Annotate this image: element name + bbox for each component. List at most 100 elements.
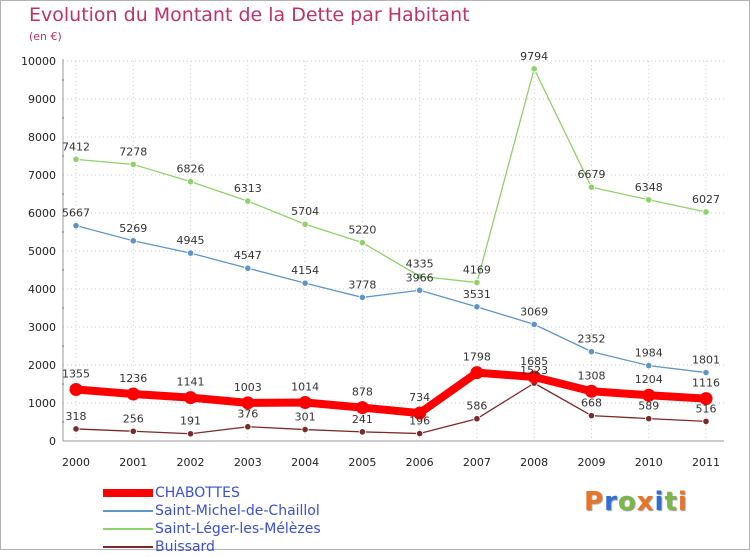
x-tick-label: 2007 [463, 456, 491, 469]
x-tick-label: 2008 [520, 456, 548, 469]
data-label: 4154 [291, 264, 319, 277]
data-point [473, 415, 481, 423]
data-label: 878 [352, 386, 373, 399]
data-label: 1003 [234, 381, 262, 394]
legend-item: CHABOTTES [103, 485, 403, 503]
data-label: 7278 [119, 145, 147, 158]
data-label: 6679 [577, 168, 605, 181]
data-label: 9794 [520, 50, 548, 63]
chart-subtitle: (en €) [29, 30, 62, 43]
chart-legend: CHABOTTES Saint-Michel-de-Chaillol Saint-L… [103, 485, 403, 557]
data-label: 6313 [234, 182, 262, 195]
data-label: 516 [696, 402, 717, 415]
logo-letter: t [664, 487, 678, 517]
data-point [355, 401, 369, 415]
y-tick-label: 10000 [21, 55, 56, 68]
x-tick-label: 2009 [577, 456, 605, 469]
data-label: 5220 [348, 224, 376, 237]
data-label: 3966 [406, 271, 434, 284]
logo-letter: o [617, 487, 637, 517]
legend-swatch [103, 546, 153, 548]
data-label: 1355 [62, 368, 90, 381]
y-tick-label: 9000 [28, 93, 56, 106]
legend-item: Saint-Léger-les-Mélèzes [103, 521, 403, 539]
legend-swatch [103, 510, 153, 512]
data-label: 301 [295, 411, 316, 424]
logo-letter: x [636, 487, 655, 517]
series-line [72, 368, 710, 418]
x-tick-label: 2010 [635, 456, 663, 469]
data-point [358, 428, 366, 436]
data-point [645, 415, 653, 423]
data-label: 256 [123, 412, 144, 425]
data-label: 1685 [520, 355, 548, 368]
data-point [527, 370, 541, 384]
data-label: 589 [638, 400, 659, 413]
data-point [584, 384, 598, 398]
data-point [72, 425, 80, 433]
data-label: 6826 [177, 163, 205, 176]
data-point [473, 278, 481, 287]
data-label: 7412 [62, 140, 90, 153]
data-label: 318 [66, 410, 87, 423]
data-point [702, 368, 710, 377]
legend-swatch [103, 489, 153, 497]
data-point [416, 272, 424, 280]
data-point [587, 412, 596, 420]
data-point [301, 220, 309, 228]
y-tick-label: 8000 [28, 131, 56, 144]
data-point [358, 293, 366, 302]
chart-title: Evolution du Montant de la Dette par Hab… [29, 4, 470, 26]
data-point [416, 286, 424, 294]
y-tick-label: 1000 [28, 397, 56, 410]
data-label: 1236 [119, 372, 147, 385]
data-point [244, 264, 252, 272]
data-point [129, 160, 137, 169]
data-point [129, 237, 137, 245]
data-label: 5269 [119, 222, 147, 235]
data-label: 5704 [291, 205, 319, 218]
data-point [642, 388, 656, 402]
data-label: 3069 [520, 305, 548, 318]
data-label: 1014 [291, 380, 319, 393]
data-label: 191 [180, 415, 201, 428]
x-tick-label: 2002 [177, 456, 205, 469]
x-tick-label: 2001 [119, 456, 147, 469]
data-point [301, 425, 309, 434]
data-label: 4169 [463, 264, 491, 277]
data-point [244, 423, 252, 431]
y-tick-label: 0 [49, 435, 56, 448]
legend-label: Buissard [155, 539, 215, 555]
data-point [587, 183, 596, 191]
data-point [587, 348, 596, 356]
data-label: 3778 [348, 278, 376, 291]
data-label: 1308 [577, 369, 605, 382]
data-point [413, 406, 427, 420]
line-chart: 0 1000 2000 3000 4000 5000 6000 7000 8000 9000 100… [21, 50, 724, 469]
data-label: 734 [409, 391, 430, 404]
logo-letter: i [654, 487, 665, 517]
data-label: 4945 [177, 234, 205, 247]
data-label: 6348 [635, 181, 663, 194]
legend-swatch [103, 528, 153, 530]
y-tick-label: 6000 [28, 207, 56, 220]
data-point [645, 196, 653, 204]
data-label: 4547 [234, 249, 262, 262]
data-point [129, 427, 137, 435]
y-tick-label: 7000 [28, 169, 56, 182]
data-point [244, 197, 252, 205]
data-label: 2352 [577, 333, 605, 346]
logo-text: Proxiti [584, 487, 688, 517]
series-line [75, 68, 707, 284]
data-point [702, 417, 710, 425]
y-tick-label: 4000 [28, 283, 56, 296]
data-label: 1984 [635, 347, 663, 360]
data-label: 1141 [177, 376, 205, 389]
data-point [186, 430, 195, 438]
legend-item: Saint-Michel-de-Chaillol [103, 503, 403, 521]
data-label: 586 [466, 400, 487, 413]
proxiti-logo: Proxiti [584, 487, 688, 517]
data-point [241, 396, 255, 410]
data-label: 4335 [406, 257, 434, 270]
data-point [69, 383, 83, 397]
